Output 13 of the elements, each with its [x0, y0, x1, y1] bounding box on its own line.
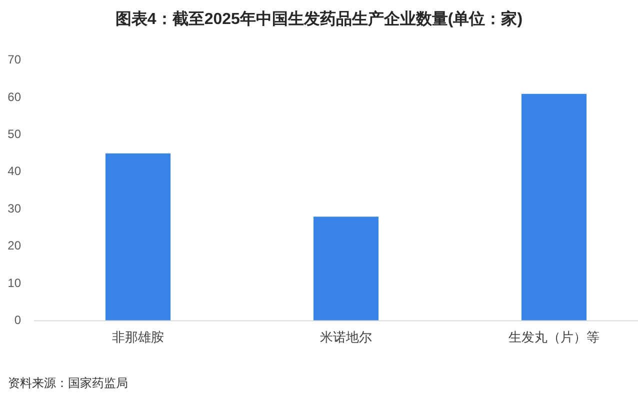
x-tick-label: 米诺地尔: [320, 329, 372, 344]
x-tick-label: 生发丸（片）等: [508, 329, 600, 344]
y-tick-label: 0: [14, 312, 21, 327]
y-tick-label: 10: [8, 276, 21, 290]
title: 图表4：截至2025年中国生发药品生产企业数量(单位：家): [115, 11, 523, 28]
y-tick-label: 50: [8, 126, 21, 141]
x-tick-label: 非那雄胺: [112, 329, 164, 344]
y-tick-label: 40: [8, 164, 21, 178]
y-tick-label: 70: [8, 52, 21, 67]
y-tick-label: 30: [8, 201, 21, 216]
y-tick-label: 60: [8, 90, 21, 104]
y-tick-label: 20: [8, 238, 21, 253]
annotation: 资料来源：国家药监局: [8, 376, 128, 390]
